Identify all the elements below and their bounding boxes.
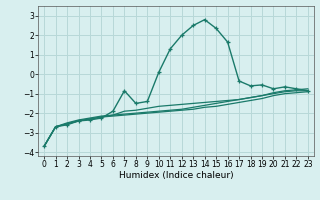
X-axis label: Humidex (Indice chaleur): Humidex (Indice chaleur) (119, 171, 233, 180)
